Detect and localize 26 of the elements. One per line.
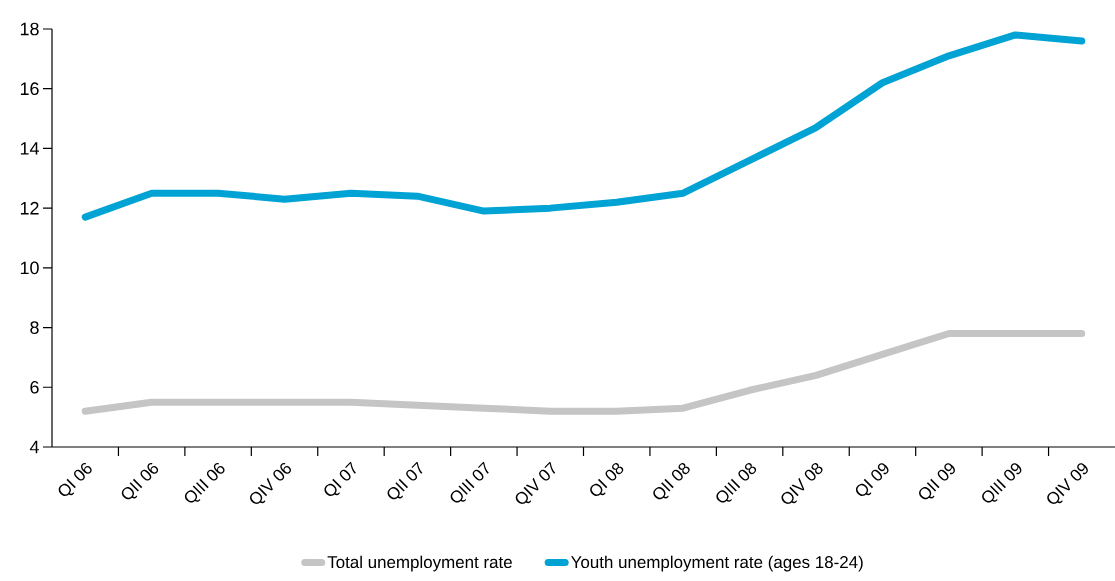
x-tick-label: QIII 07 (450, 461, 489, 503)
x-tick-label: QII 06 (121, 462, 159, 500)
x-tick-label: QII 07 (387, 461, 423, 500)
y-tick-label: 10 (20, 261, 39, 275)
x-tick-label: QIV 06 (250, 462, 292, 504)
x-tick-label: QIV 08 (781, 462, 823, 504)
legend-label: Youth unemployment rate (ages 18-24) (571, 555, 863, 572)
y-tick-label: 6 (30, 380, 39, 394)
y-tick-label: 14 (20, 142, 39, 155)
x-tick-label: QI 09 (855, 463, 889, 496)
x-tick-label: QIII 06 (184, 462, 225, 503)
x-tick-label: QIII 08 (716, 462, 757, 503)
y-tick-label: 8 (30, 321, 39, 334)
x-tick-label: QI 07 (324, 461, 356, 496)
y-tick-label: 12 (20, 201, 39, 215)
x-tick-label: QI 06 (58, 462, 92, 496)
x-tick-label: QI 08 (590, 462, 624, 496)
x-tick-label: QII 09 (919, 463, 955, 500)
legend-label: Total unemployment rate (327, 555, 512, 572)
y-tick-label: 18 (20, 22, 39, 36)
y-tick-label: 4 (29, 440, 39, 454)
x-tick-label: QIV 07 (515, 461, 556, 504)
y-tick-label: 16 (20, 82, 39, 96)
x-tick-label: QII 08 (653, 462, 690, 500)
x-tick-label: QIII 09 (982, 463, 1022, 503)
x-tick-label: QIV 09 (1047, 463, 1088, 504)
